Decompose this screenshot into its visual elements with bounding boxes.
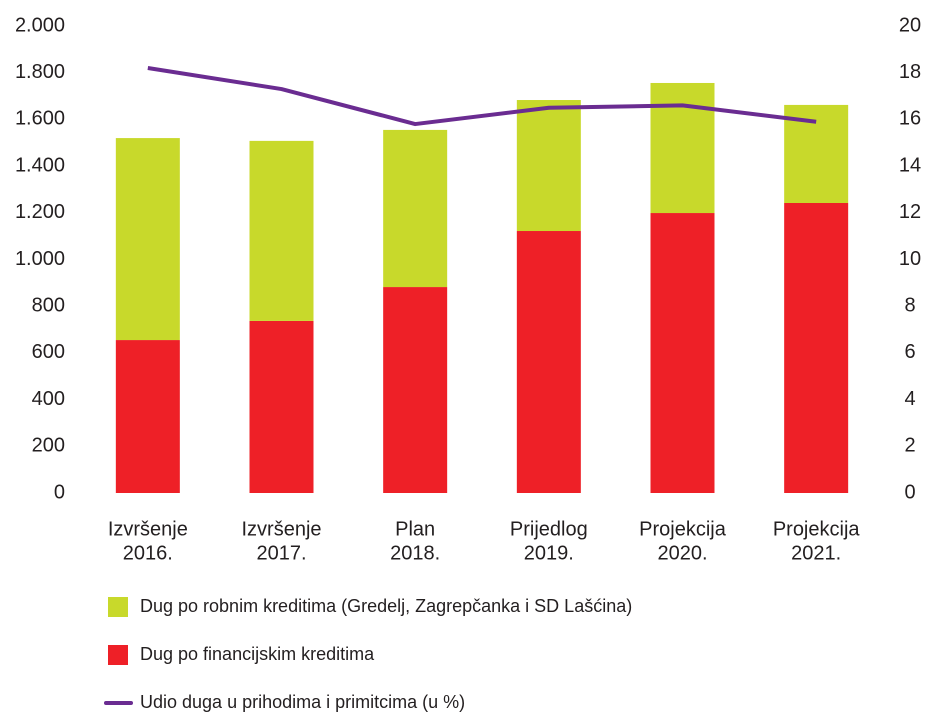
y2-tick-label: 8 <box>904 294 915 316</box>
x-tick-label: Prijedlog <box>510 518 588 540</box>
y2-tick-label: 4 <box>904 388 915 410</box>
x-tick-label: 2020. <box>657 542 707 564</box>
y2-tick-label: 10 <box>899 248 921 270</box>
legend-label: Udio duga u prihodima i primitcima (u %) <box>140 692 465 712</box>
x-tick-label: Projekcija <box>773 518 861 540</box>
y2-tick-label: 2 <box>904 435 915 457</box>
y2-tick-label: 14 <box>899 154 921 176</box>
y-tick-label: 1.200 <box>15 201 65 223</box>
y-tick-label: 2.000 <box>15 14 65 36</box>
bar <box>650 213 715 493</box>
bar <box>383 287 448 493</box>
bar <box>516 100 581 232</box>
y-tick-label: 400 <box>32 388 65 410</box>
bar <box>115 138 180 341</box>
y-tick-label: 800 <box>32 294 65 316</box>
x-tick-label: Projekcija <box>639 518 727 540</box>
x-tick-label: Plan <box>395 518 435 540</box>
bar <box>516 231 581 493</box>
bar <box>650 82 715 214</box>
bar <box>784 202 849 494</box>
y2-tick-label: 6 <box>904 341 915 363</box>
legend-label: Dug po robnim kreditima (Gredelj, Zagrep… <box>140 596 632 616</box>
x-tick-label: Izvršenje <box>241 518 321 540</box>
legend-swatch <box>108 597 128 617</box>
x-tick-label: 2019. <box>524 542 574 564</box>
x-tick-label: 2018. <box>390 542 440 564</box>
y2-tick-label: 0 <box>904 481 915 503</box>
y-tick-label: 1.800 <box>15 61 65 83</box>
x-tick-label: 2021. <box>791 542 841 564</box>
bar <box>115 340 180 493</box>
y2-tick-label: 18 <box>899 61 921 83</box>
y-tick-label: 600 <box>32 341 65 363</box>
y2-tick-label: 12 <box>899 201 921 223</box>
y-tick-label: 0 <box>54 481 65 503</box>
bar <box>383 129 448 288</box>
bar <box>249 140 314 321</box>
y-tick-label: 1.600 <box>15 108 65 130</box>
y-tick-label: 1.000 <box>15 248 65 270</box>
y2-tick-label: 20 <box>899 14 921 36</box>
x-tick-label: 2016. <box>123 542 173 564</box>
line <box>147 66 817 127</box>
bar <box>249 320 314 493</box>
x-tick-label: 2017. <box>256 542 306 564</box>
y-tick-label: 1.400 <box>15 154 65 176</box>
legend-swatch <box>108 645 128 665</box>
x-tick-label: Izvršenje <box>108 518 188 540</box>
legend-label: Dug po financijskim kreditima <box>140 644 375 664</box>
y-tick-label: 200 <box>32 435 65 457</box>
y2-tick-label: 16 <box>899 108 921 130</box>
